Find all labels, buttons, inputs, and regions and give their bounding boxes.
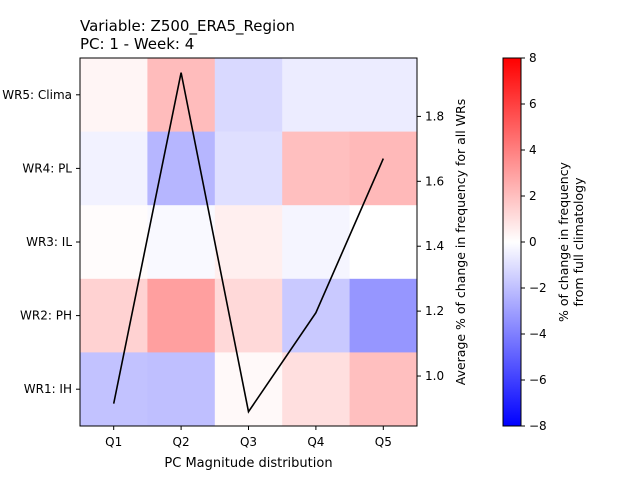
colorbar-tick-label: −2: [529, 281, 547, 295]
y-tick-label: WR1: IH: [24, 382, 72, 396]
y-axis: WR5: Clima WR4: PL WR3: IL WR2: PH WR1: IH: [2, 88, 80, 396]
secondary-y-axis-label: Average % of change in frequency for all…: [453, 99, 468, 386]
heatmap-cell: [147, 278, 216, 353]
x-tick-label: Q5: [375, 435, 392, 449]
heatmap-cell: [282, 278, 351, 353]
y-tick-label: WR4: PL: [22, 161, 72, 175]
x-axis-label: PC Magnitude distribution: [164, 456, 332, 471]
heatmap-cell: [282, 58, 351, 133]
heatmap-cell: [80, 58, 148, 133]
heatmap-cell: [80, 278, 148, 353]
y-tick-label: WR2: PH: [20, 309, 72, 323]
chart-title: Variable: Z500_ERA5_Region PC: 1 - Week:…: [80, 17, 295, 53]
colorbar-tick-label: 4: [529, 143, 537, 157]
heatmap-cell: [214, 278, 283, 353]
heatmap-cell: [349, 205, 418, 280]
heatmap-cell: [147, 58, 216, 133]
y2-tick-label: 1.2: [425, 304, 444, 318]
colorbar-label-line-1: % of change in frequency: [556, 161, 571, 322]
colorbar-tick-label: 6: [529, 97, 537, 111]
colorbar: [502, 57, 522, 427]
colorbar-tick-label: −4: [529, 327, 547, 341]
heatmap-cell: [349, 58, 418, 133]
chart-title-line-2: PC: 1 - Week: 4: [80, 35, 194, 53]
heatmap-cell: [349, 352, 418, 427]
colorbar-tick-label: 2: [529, 189, 537, 203]
colorbar-tick-label: −8: [529, 419, 547, 433]
x-tick-label: Q3: [240, 435, 257, 449]
line-series-path: [112, 72, 385, 414]
line-series: [112, 72, 385, 414]
x-tick-label: Q1: [105, 435, 122, 449]
x-tick-label: Q2: [173, 435, 190, 449]
secondary-y-axis: 1.0 1.2 1.4 1.6 1.8: [417, 109, 444, 383]
y2-tick-label: 1.4: [425, 239, 444, 253]
chart-title-line-1: Variable: Z500_ERA5_Region: [80, 17, 295, 36]
heatmap-cell: [349, 278, 418, 353]
colorbar-tick-label: 8: [529, 51, 537, 65]
colorbar-label: % of change in frequency from full clima…: [556, 161, 586, 322]
heatmap-cell: [80, 205, 148, 280]
heatmap-cell: [147, 352, 216, 427]
colorbar-tick-label: 0: [529, 235, 537, 249]
heatmap-cell: [214, 352, 283, 427]
heatmap-cell: [282, 352, 351, 427]
heatmap-cell: [80, 352, 148, 427]
y-tick-label: WR5: Clima: [2, 88, 72, 102]
x-axis: Q1 Q2 Q3 Q4 Q5: [105, 426, 392, 449]
colorbar-label-line-2: from full climatology: [571, 177, 586, 307]
y2-tick-label: 1.6: [425, 174, 444, 188]
y2-tick-label: 1.8: [425, 109, 444, 123]
heatmap-cell: [147, 131, 216, 206]
y2-tick-label: 1.0: [425, 369, 444, 383]
colorbar-axis: 8 6 4 2 0 −2 −4 −6 −8: [521, 51, 547, 433]
heatmap-cells: [80, 58, 418, 427]
colorbar-tick-label: −6: [529, 373, 547, 387]
heatmap-cell: [214, 205, 283, 280]
heatmap-cell: [147, 205, 216, 280]
heatmap-cell: [80, 131, 148, 206]
heatmap-cell: [349, 131, 418, 206]
x-tick-label: Q4: [307, 435, 324, 449]
heatmap-cell: [214, 58, 283, 133]
heatmap-cell: [282, 131, 351, 206]
y-tick-label: WR3: IL: [26, 235, 72, 249]
heatmap-cell: [214, 131, 283, 206]
heatmap-cell: [282, 205, 351, 280]
